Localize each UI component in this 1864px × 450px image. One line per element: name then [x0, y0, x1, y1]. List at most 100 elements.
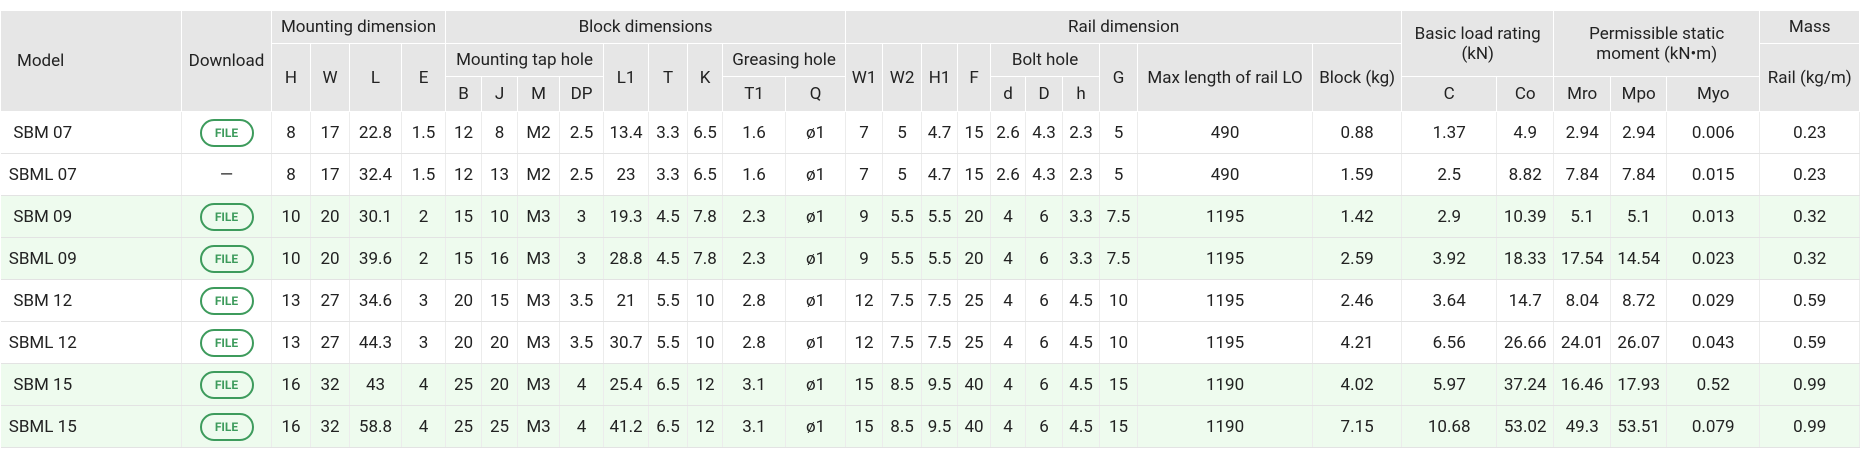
value-cell: 0.52 [1666, 363, 1761, 406]
value-cell: 3.5 [559, 321, 605, 364]
value-cell: 20 [310, 237, 350, 280]
value-cell: 27 [310, 321, 350, 364]
value-cell: 5 [882, 111, 923, 154]
value-cell: 12 [845, 279, 884, 322]
header-cell: Rail (kg/m) [1759, 43, 1861, 112]
value-cell: 3 [559, 237, 605, 280]
value-cell: ø1 [785, 279, 847, 322]
value-cell: 490 [1137, 111, 1314, 154]
file-button[interactable]: FILE [199, 370, 254, 399]
value-cell: 0.88 [1312, 111, 1403, 154]
value-cell: 1195 [1137, 321, 1314, 364]
value-cell: 2.3 [722, 237, 787, 280]
value-cell: 10 [687, 321, 724, 364]
header-cell: Mpo [1610, 76, 1668, 112]
value-cell: 4.5 [1062, 321, 1101, 364]
value-cell: ø1 [785, 237, 847, 280]
value-cell: 6 [1025, 405, 1064, 448]
value-cell: M3 [517, 195, 561, 238]
value-cell: ø1 [785, 321, 847, 364]
value-cell: 25 [445, 363, 483, 406]
value-cell: 0.006 [1666, 111, 1761, 154]
value-cell: 0.015 [1666, 153, 1761, 196]
value-cell: 3.5 [559, 279, 605, 322]
value-cell: 10.68 [1401, 405, 1498, 448]
download-cell: FILE [181, 279, 272, 322]
value-cell: 8.5 [882, 363, 923, 406]
value-cell: 0.013 [1666, 195, 1761, 238]
header-group: Mass [1759, 10, 1861, 44]
value-cell: 16.46 [1553, 363, 1612, 406]
value-cell: 17 [310, 153, 350, 196]
value-cell: 4.5 [1062, 405, 1101, 448]
table-row: SBML 15 FILE 16 32 58.8 4 25 25 M3 4 41.2 6.5 12 3.1 ø… [0, 405, 1861, 448]
value-cell: 7 [845, 153, 884, 196]
value-cell: 4 [559, 405, 605, 448]
header-cell: B [445, 76, 483, 112]
table-row: SBM 09 FILE 10 20 30.1 2 15 10 M3 3 19.3 4.5 7.8 2.3 ø… [0, 195, 1861, 238]
value-cell: 2.94 [1553, 111, 1612, 154]
value-cell: 5.5 [882, 195, 923, 238]
value-cell: 13 [271, 279, 311, 322]
file-button[interactable]: FILE [199, 412, 254, 441]
value-cell: 1190 [1137, 363, 1314, 406]
value-cell: 30.7 [603, 321, 650, 364]
value-cell: M3 [517, 363, 561, 406]
value-cell: 44.3 [349, 321, 402, 364]
value-cell: 3 [559, 195, 605, 238]
value-cell: 10 [687, 279, 724, 322]
model-cell: SBML 15 [0, 405, 182, 448]
value-cell: 4.3 [1025, 153, 1064, 196]
value-cell: 4.21 [1312, 321, 1403, 364]
value-cell: 53.02 [1496, 405, 1555, 448]
header-group: Block dimensions [445, 10, 847, 44]
file-button[interactable]: FILE [199, 118, 254, 147]
value-cell: 20 [445, 321, 483, 364]
value-cell: 12 [445, 153, 483, 196]
download-cell: FILE [181, 363, 272, 406]
file-button[interactable]: FILE [199, 244, 254, 273]
value-cell: 7.84 [1610, 153, 1668, 196]
table-body: SBM 07 FILE 8 17 22.8 1.5 12 8 M2 2.5 13.4 3.3 6.5 1.… [0, 111, 1861, 448]
value-cell: 3.1 [722, 363, 787, 406]
header-cell: G [1099, 43, 1139, 112]
value-cell: 4 [401, 363, 447, 406]
value-cell: 2.94 [1610, 111, 1668, 154]
value-cell: 40 [957, 363, 992, 406]
value-cell: 2 [401, 237, 447, 280]
value-cell: 26.66 [1496, 321, 1555, 364]
header-group: Basic load rating (kN) [1401, 10, 1555, 77]
value-cell: 0.043 [1666, 321, 1761, 364]
file-button[interactable]: FILE [199, 286, 254, 315]
value-cell: 8.82 [1496, 153, 1555, 196]
value-cell: 9 [845, 237, 884, 280]
value-cell: 7.5 [1099, 195, 1139, 238]
value-cell: 28.8 [603, 237, 650, 280]
value-cell: 10.39 [1496, 195, 1555, 238]
value-cell: 7 [845, 111, 884, 154]
value-cell: 1195 [1137, 237, 1314, 280]
header-group: Rail dimension [845, 10, 1403, 44]
value-cell: 6 [1025, 363, 1064, 406]
value-cell: 32 [310, 405, 350, 448]
file-button[interactable]: FILE [199, 328, 254, 357]
value-cell: 2.8 [722, 321, 787, 364]
value-cell: 37.24 [1496, 363, 1555, 406]
value-cell: 5.1 [1553, 195, 1612, 238]
file-button[interactable]: FILE [199, 202, 254, 231]
download-cell: FILE [181, 405, 272, 448]
value-cell: 3 [401, 321, 447, 364]
value-cell: 5.1 [1610, 195, 1668, 238]
value-cell: 1190 [1137, 405, 1314, 448]
download-cell: FILE [181, 111, 272, 154]
header-cell: Mro [1553, 76, 1612, 112]
value-cell: 0.59 [1759, 321, 1861, 364]
value-cell: 10 [1099, 279, 1139, 322]
header-cell: L1 [603, 43, 650, 112]
model-cell: SBML 07 [0, 153, 182, 196]
value-cell: 4 [990, 405, 1027, 448]
value-cell: 15 [845, 363, 884, 406]
value-cell: 20 [481, 363, 519, 406]
model-cell: SBML 12 [0, 321, 182, 364]
